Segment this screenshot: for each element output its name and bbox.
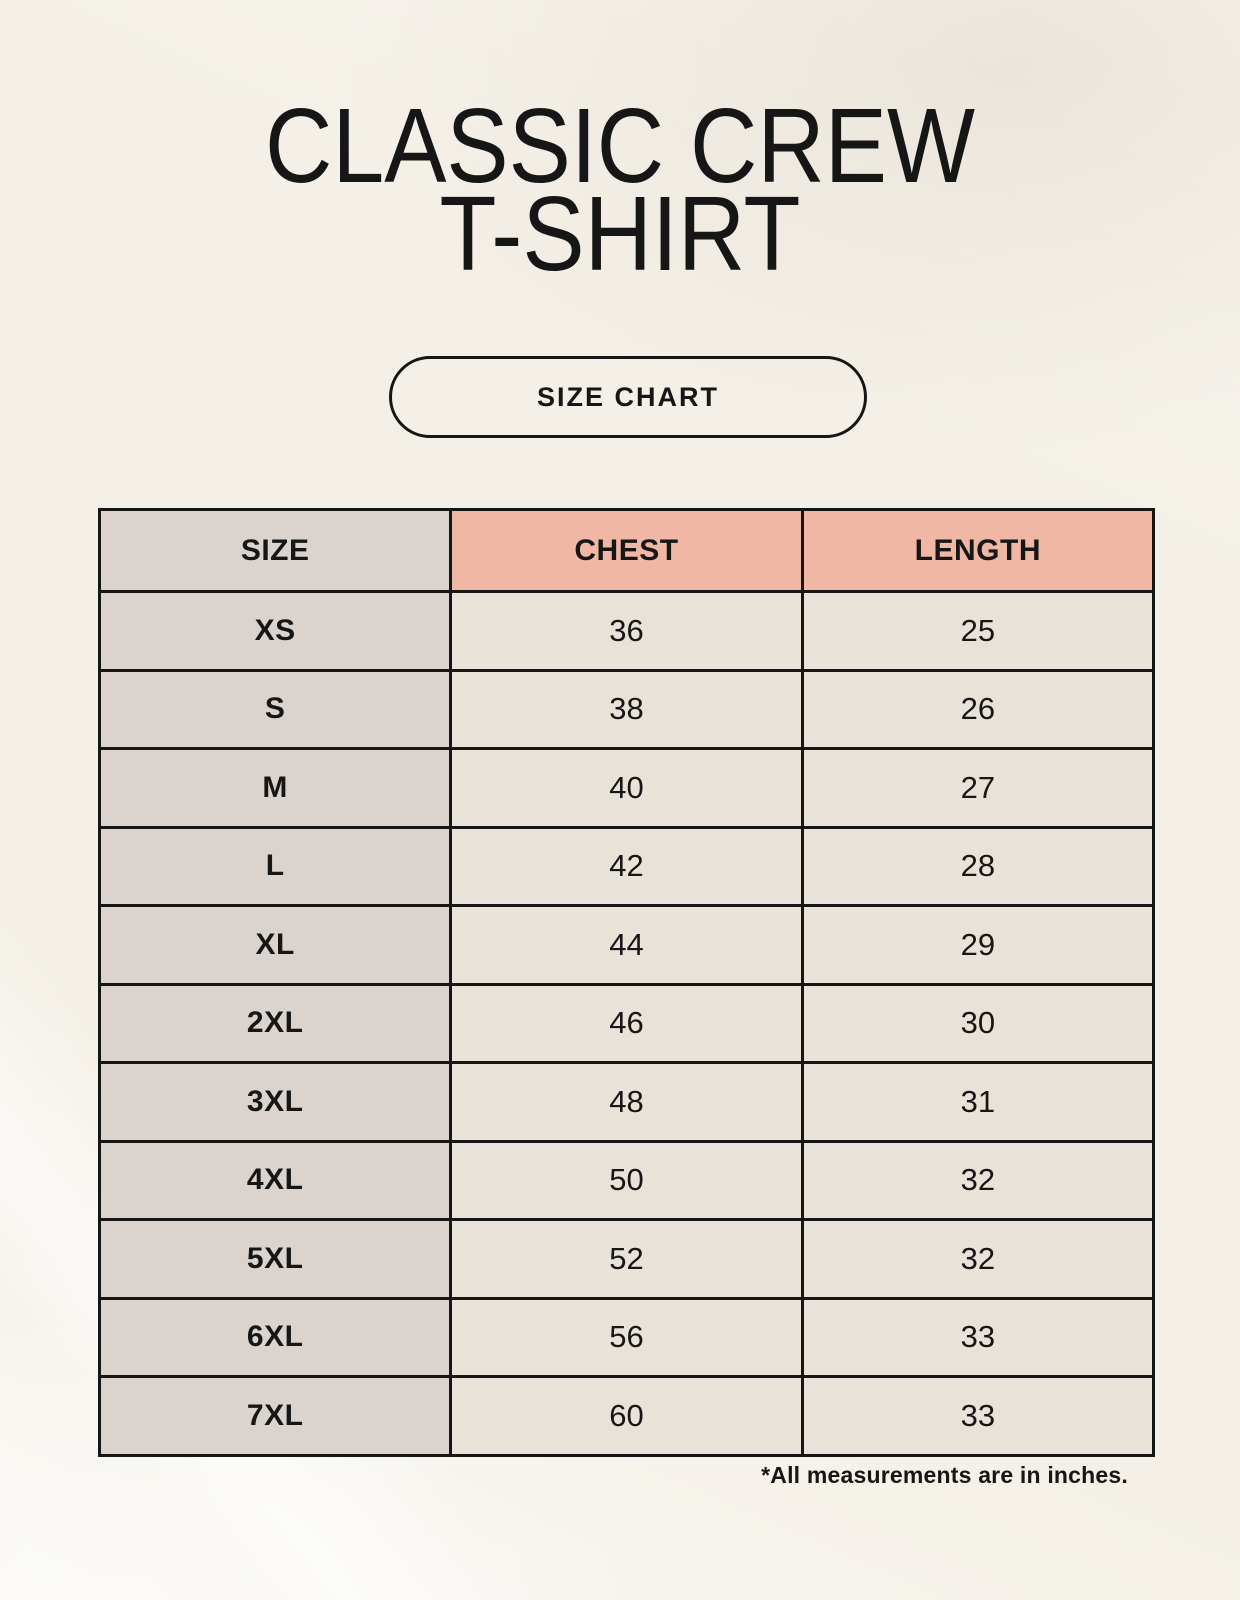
chest-cell: 38 [449,668,804,750]
page-title-line2: T-SHIRT [439,175,801,293]
size-cell: 4XL [97,1139,453,1221]
chest-cell: 46 [449,982,804,1064]
size-chart-table: SIZE CHEST LENGTH XS 36 25 S 38 26 M 40 … [97,508,1156,1457]
size-chart-button[interactable]: SIZE CHART [389,356,867,438]
length-cell: 29 [800,904,1156,986]
size-chart-button-label: SIZE CHART [537,381,719,412]
chest-cell: 60 [449,1375,804,1457]
chest-cell: 56 [449,1296,804,1378]
chest-cell: 36 [449,590,804,672]
table-body: XS 36 25 S 38 26 M 40 27 L 42 28 XL 44 [97,590,1156,1457]
size-cell: 6XL [97,1296,453,1378]
size-cell: 7XL [97,1375,453,1457]
page-title: CLASSIC CREW T-SHIRT [0,87,1240,293]
table-row: 7XL 60 33 [97,1375,1156,1457]
size-cell: 5XL [97,1218,453,1300]
size-cell: L [97,825,453,907]
header-row: SIZE CHEST LENGTH [97,508,1156,593]
table-row: XS 36 25 [97,590,1156,672]
size-cell: XS [97,590,453,672]
size-cell: S [97,668,453,750]
column-header-length: LENGTH [800,508,1156,593]
chest-cell: 50 [449,1139,804,1221]
size-cell: XL [97,904,453,986]
table-row: M 40 27 [97,747,1156,829]
table-row: L 42 28 [97,825,1156,907]
size-cell: 2XL [97,982,453,1064]
size-cell: M [97,747,453,829]
length-cell: 26 [800,668,1156,750]
table-row: 3XL 48 31 [97,1061,1156,1143]
chest-cell: 44 [449,904,804,986]
table-row: 4XL 50 32 [97,1139,1156,1221]
size-cell: 3XL [97,1061,453,1143]
table-header: SIZE CHEST LENGTH [97,508,1156,593]
chest-cell: 42 [449,825,804,907]
table-row: S 38 26 [97,668,1156,750]
measurement-note: *All measurements are in inches. [761,1462,1128,1488]
length-cell: 33 [800,1296,1156,1378]
column-header-chest: CHEST [449,508,804,593]
length-cell: 25 [800,590,1156,672]
length-cell: 33 [800,1375,1156,1457]
table-row: 2XL 46 30 [97,982,1156,1064]
column-header-size: SIZE [97,508,453,593]
table-row: 5XL 52 32 [97,1218,1156,1300]
page-title-line1: CLASSIC CREW [264,87,976,205]
table-row: XL 44 29 [97,904,1156,986]
length-cell: 32 [800,1139,1156,1221]
chest-cell: 52 [449,1218,804,1300]
length-cell: 28 [800,825,1156,907]
length-cell: 27 [800,747,1156,829]
length-cell: 30 [800,982,1156,1064]
chest-cell: 48 [449,1061,804,1143]
table-row: 6XL 56 33 [97,1296,1156,1378]
chest-cell: 40 [449,747,804,829]
length-cell: 32 [800,1218,1156,1300]
length-cell: 31 [800,1061,1156,1143]
